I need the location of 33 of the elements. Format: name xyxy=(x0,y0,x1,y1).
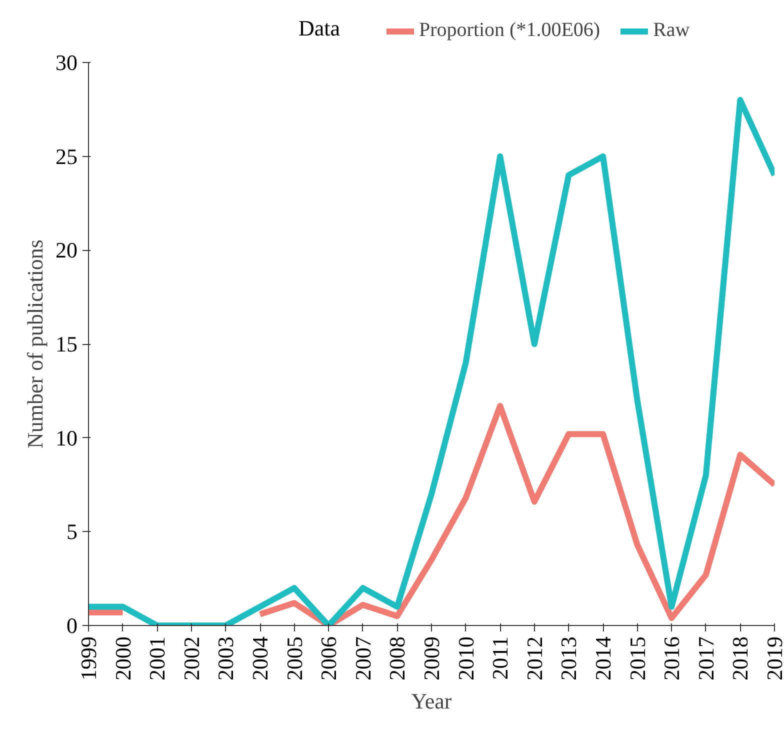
y-tick-label: 0 xyxy=(66,613,78,638)
x-tick-label: 2000 xyxy=(110,636,136,680)
legend-label: Proportion (*1.00E06) xyxy=(419,19,600,42)
x-tick-label: 2004 xyxy=(248,636,272,680)
x-tick-label: 2019 xyxy=(762,636,784,680)
x-tick-label: 2015 xyxy=(624,636,650,680)
x-tick-label: 2008 xyxy=(384,636,410,680)
x-tick-label: 2010 xyxy=(453,636,478,680)
x-tick-label: 2002 xyxy=(178,636,204,680)
x-tick-label: 2007 xyxy=(350,636,376,680)
y-tick-label: 30 xyxy=(56,50,78,75)
y-tick-label: 10 xyxy=(56,425,78,450)
x-axis-title: Year xyxy=(411,688,452,714)
x-tick-label: 2011 xyxy=(488,636,513,680)
x-tick-label: 2012 xyxy=(522,636,547,680)
x-tick-label: 2009 xyxy=(419,636,444,680)
legend-label: Raw xyxy=(653,19,690,42)
x-tick-label: 2005 xyxy=(282,636,307,680)
y-tick-label: 15 xyxy=(56,332,78,356)
legend-title: Data xyxy=(298,16,340,40)
x-tick-label: 2001 xyxy=(144,636,170,680)
y-axis-title: Number of publications xyxy=(22,240,48,448)
x-tick-label: 2018 xyxy=(728,636,753,680)
y-tick-label: 5 xyxy=(66,519,78,544)
x-tick-label: 2014 xyxy=(590,636,616,680)
x-tick-label: 2006 xyxy=(316,636,342,680)
x-tick-label: 1999 xyxy=(76,636,101,680)
x-tick-label: 2017 xyxy=(693,636,718,680)
x-tick-label: 2016 xyxy=(659,636,684,680)
y-tick-label: 20 xyxy=(56,238,78,263)
y-tick-label: 25 xyxy=(56,144,78,169)
x-tick-label: 2013 xyxy=(556,636,582,680)
x-tick-label: 2003 xyxy=(213,636,238,680)
